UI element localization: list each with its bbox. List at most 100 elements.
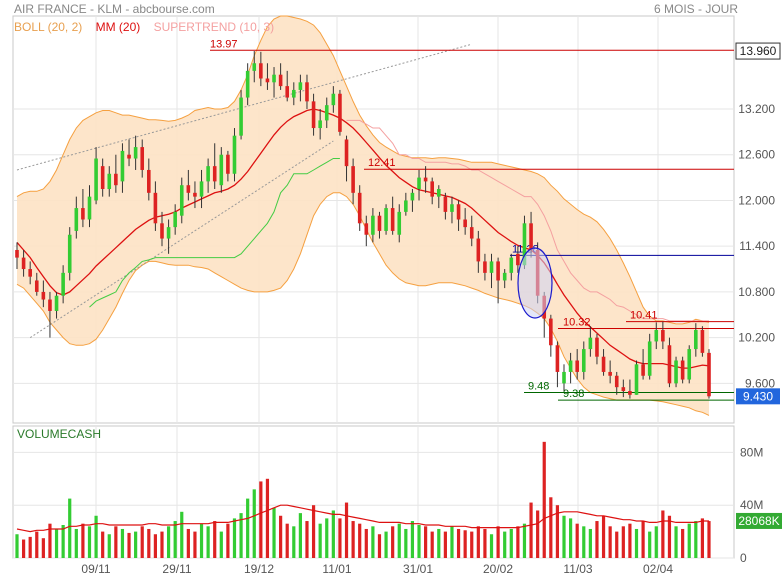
volume-bar [569,518,573,558]
candle-body [219,154,224,186]
volume-bar [397,523,401,558]
volume-bar [120,528,125,558]
volume-bar [311,505,316,558]
volume-bar [358,523,362,558]
moving-average-line [16,108,710,369]
volume-bar [180,511,184,558]
volume-bar [694,521,698,558]
candle-body [147,169,151,193]
date-tick-label: 11/03 [563,562,592,576]
volume-bar [489,534,494,558]
volume-bar [173,521,177,558]
volume-bar [371,526,375,558]
legend-supertrend[interactable]: SUPERTREND (10, 3) [153,20,275,34]
level-label: 9.48 [528,381,549,393]
candle-body [61,272,65,296]
volume-bar [529,502,533,558]
volume-bar [87,526,92,558]
candle-body [206,166,210,182]
legend-mm[interactable]: MM (20) [95,20,141,34]
candle-body [516,253,520,266]
volume-bar [615,531,619,558]
volume-bar [601,515,606,558]
volume-bar [292,526,296,558]
candle-body [120,150,125,182]
volume-bar [213,521,217,558]
volume-bar [503,531,507,558]
volume-bar [134,531,138,558]
volume-tick-label: 80M [740,445,763,459]
volume-bar [166,526,171,558]
candle-body [529,223,533,250]
volume-bar [628,523,632,558]
legend-boll[interactable]: BOLL (20, 2) [14,20,83,34]
volume-bar [48,523,52,558]
level-label: 12.41 [368,157,396,169]
volume-bar [681,528,685,558]
candle-body [107,173,112,190]
candle-body [568,360,573,372]
volume-bar [239,513,243,558]
last-volume-badge [736,512,782,529]
candle-body [245,70,250,98]
candle-body [549,318,553,346]
period-label[interactable]: 6 MOIS - JOUR [653,2,738,16]
candle-body [397,211,402,235]
trend-channel-upper [16,43,472,171]
candle-body [67,234,72,273]
candle-body [700,330,705,353]
level-label: 10.41 [630,310,658,322]
candle-body [338,93,342,132]
candle-body [133,147,138,159]
volume-bar [562,515,566,558]
volume-bar [35,531,39,558]
candle-body [259,63,263,79]
candle-body [305,82,309,102]
volume-bar [15,534,19,558]
price-tick-label: 12.600 [738,148,775,162]
volume-bar [61,525,65,558]
candle-body [127,154,131,159]
candle-body [667,345,672,384]
volume-bar [351,521,355,558]
candle-body [252,63,257,71]
candle-body [384,208,388,231]
candle-body [54,295,59,311]
candle-body [34,280,39,292]
volume-bar [114,526,118,558]
volume-title: VOLUMECASH [17,427,102,441]
volume-average-line [16,504,709,533]
last-volume-value: 28068K [738,514,779,528]
volume-bar [305,521,309,558]
date-tick-label: 20/02 [483,562,513,576]
volume-bar [391,526,395,558]
high-price-badge [735,42,781,60]
candle-body [476,238,481,262]
volume-bar [536,510,540,558]
volume-bar [384,531,388,558]
candle-body [661,330,665,342]
last-price-badge [736,388,780,405]
candle-body [502,272,507,281]
candle-body [588,337,593,350]
candle-body [371,215,375,235]
bollinger-bands [16,15,710,416]
candle-body [562,371,566,384]
volume-bar [206,526,210,558]
candle-body [601,356,606,372]
date-tick-label: 09/11 [81,562,110,576]
volume-bar [186,528,190,558]
volume-bar [41,538,45,558]
candle-body [74,208,79,231]
candle-body [15,249,19,258]
volume-bar [74,528,78,558]
candle-body [100,166,105,190]
volume-bar [588,528,592,558]
candle-body [450,204,454,212]
level-label: 13.97 [210,38,238,50]
volume-bar [68,498,72,558]
volume-bar [325,518,329,558]
volume-bar [81,523,85,558]
volume-bar [661,510,665,558]
volume-bar [443,531,447,558]
